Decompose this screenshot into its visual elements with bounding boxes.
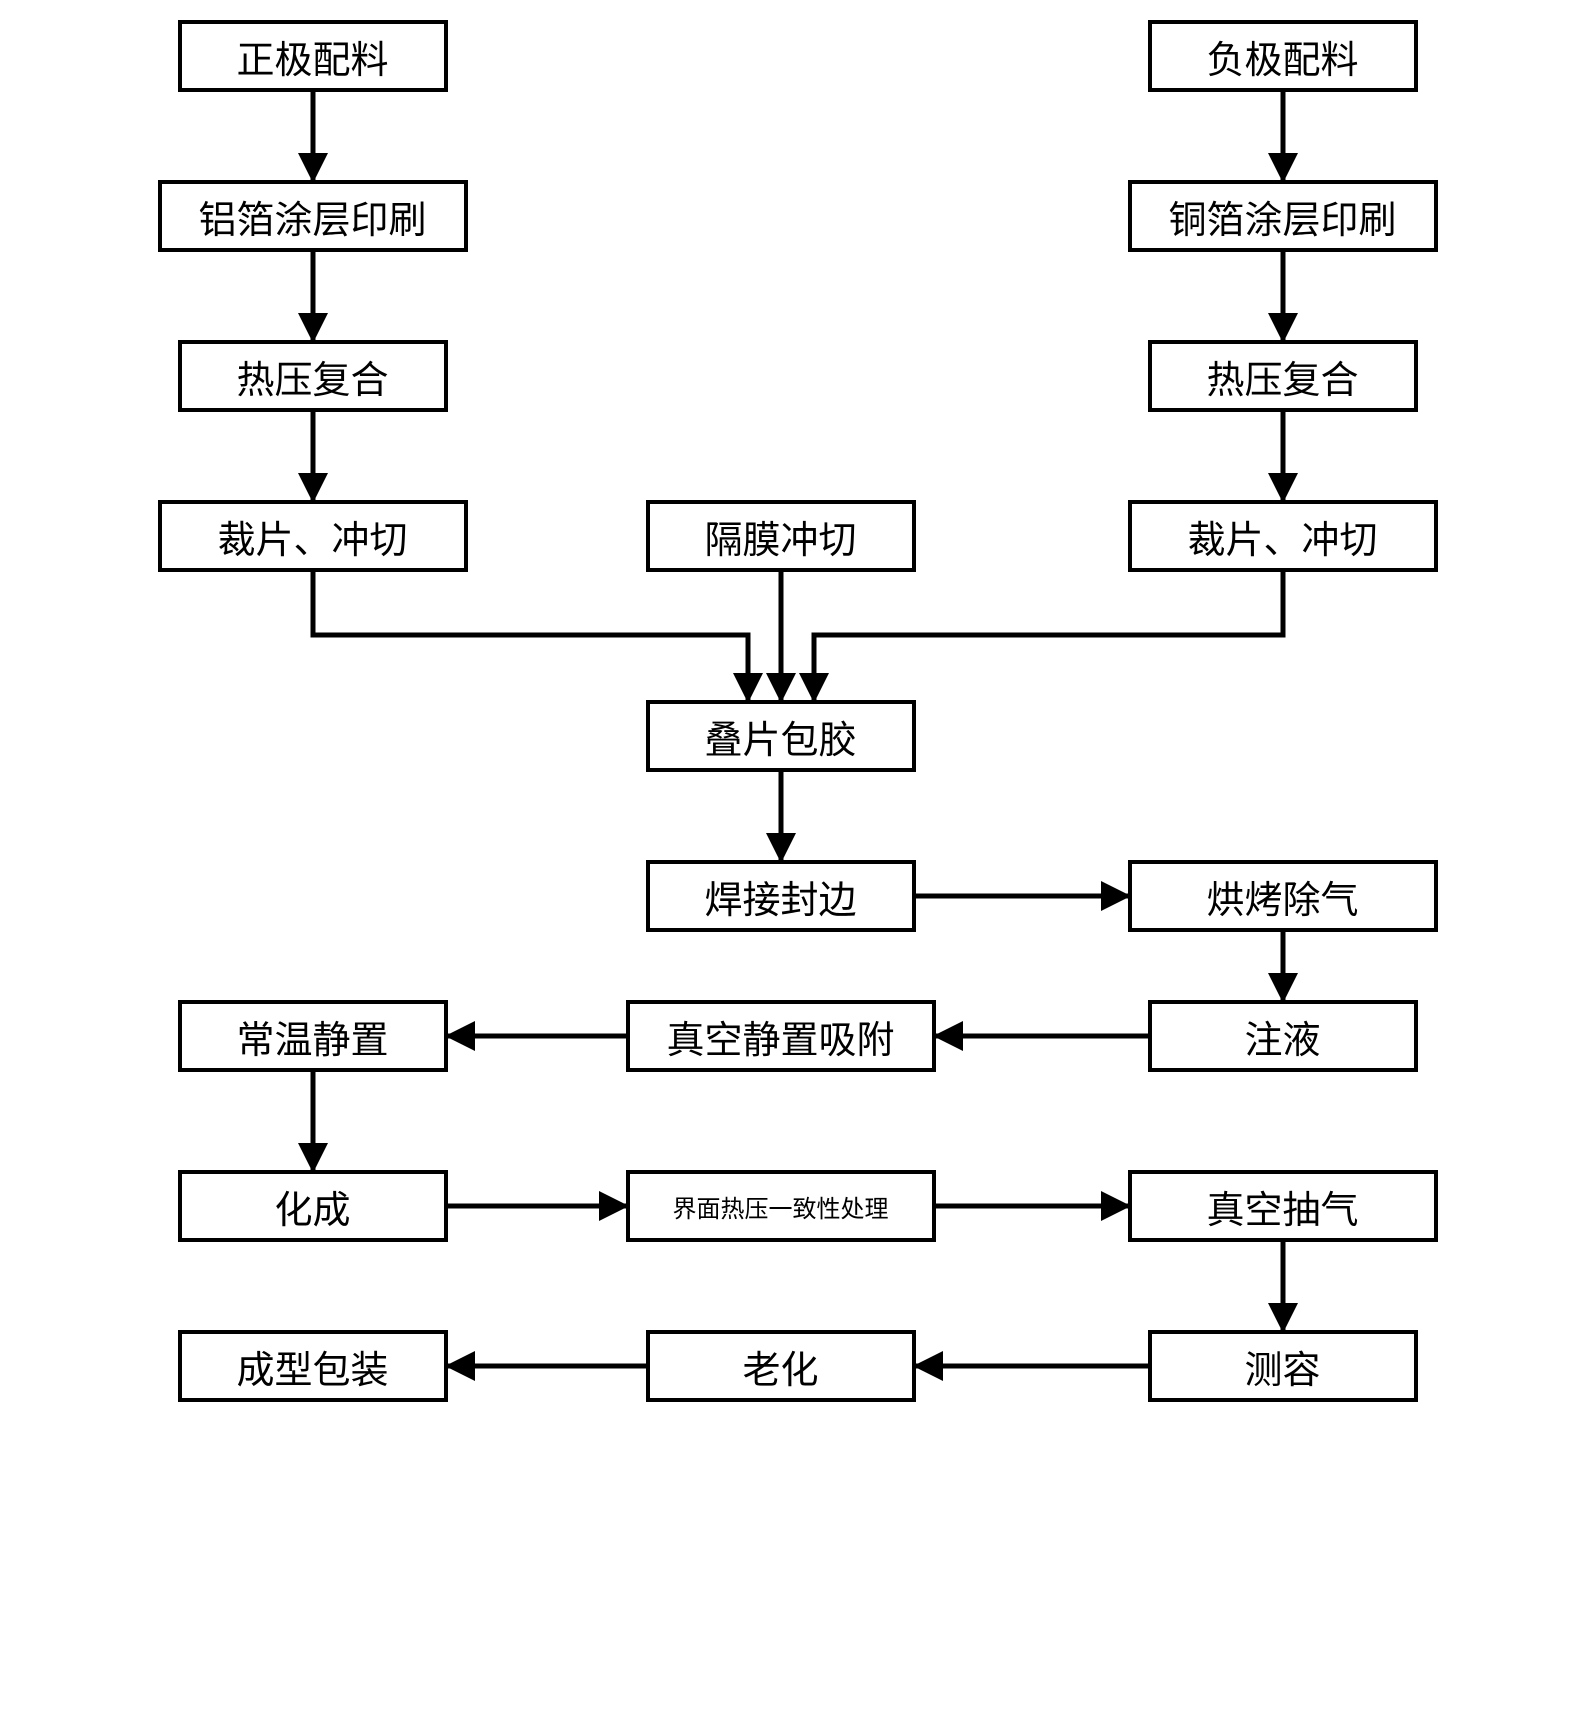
node-stack: 叠片包胶 <box>646 700 916 772</box>
flowchart-container: 正极配料负极配料铝箔涂层印刷铜箔涂层印刷热压复合热压复合裁片、冲切隔膜冲切裁片、… <box>158 20 1438 1420</box>
node-hot_press_r: 热压复合 <box>1148 340 1418 412</box>
node-capacity: 测容 <box>1148 1330 1418 1402</box>
node-pos_mix: 正极配料 <box>178 20 448 92</box>
node-vac_adsorb: 真空静置吸附 <box>626 1000 936 1072</box>
node-vac_pump: 真空抽气 <box>1128 1170 1438 1242</box>
node-inject: 注液 <box>1148 1000 1418 1072</box>
node-al_print: 铝箔涂层印刷 <box>158 180 468 252</box>
node-cut_r: 裁片、冲切 <box>1128 500 1438 572</box>
node-bake: 烘烤除气 <box>1128 860 1438 932</box>
node-aging: 老化 <box>646 1330 916 1402</box>
node-weld: 焊接封边 <box>646 860 916 932</box>
node-pack: 成型包装 <box>178 1330 448 1402</box>
edge-cut_r-to-stack <box>814 572 1283 700</box>
node-neg_mix: 负极配料 <box>1148 20 1418 92</box>
node-sep_cut: 隔膜冲切 <box>646 500 916 572</box>
node-rest: 常温静置 <box>178 1000 448 1072</box>
node-interface: 界面热压一致性处理 <box>626 1170 936 1242</box>
node-cu_print: 铜箔涂层印刷 <box>1128 180 1438 252</box>
node-cut_l: 裁片、冲切 <box>158 500 468 572</box>
node-formation: 化成 <box>178 1170 448 1242</box>
node-hot_press_l: 热压复合 <box>178 340 448 412</box>
edge-cut_l-to-stack <box>313 572 748 700</box>
